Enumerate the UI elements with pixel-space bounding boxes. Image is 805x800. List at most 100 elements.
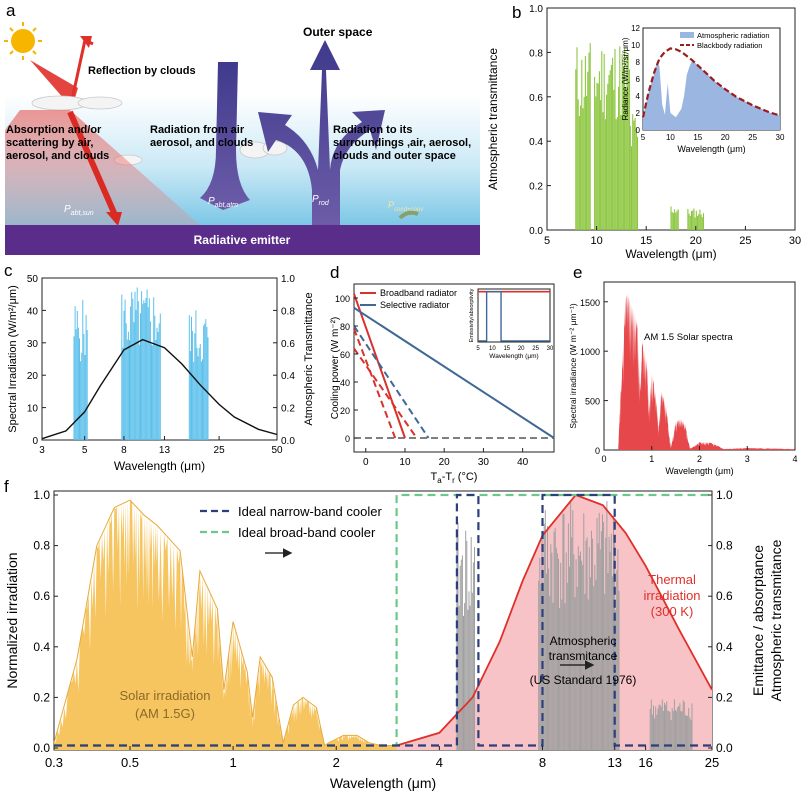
chart-b-xtick-label: 5 [544,235,550,247]
chart-f-atm-label-3: (US Standard 1976) [530,673,637,687]
chart-b-ytick-label: 1.0 [529,4,543,15]
chart-f-ytick-label: 0.6 [33,589,50,603]
chart-f-thermal-label-2: irradiation [643,588,700,603]
chart-f-ytick-label: 0.4 [33,640,50,654]
chart-f-xtick-label: 13 [607,755,621,770]
radiation-to-line-2: surroundings ,air, aerosol, [333,137,471,149]
chart-f-xtick-label: 25 [705,755,719,770]
chart-f-xtick-label: 0.3 [45,755,63,770]
chart-e: e 0 1 2 3 4 0 500 1000 1500 Wavelength (μm) Spectra… [568,263,798,476]
radiative-emitter-bar [5,225,480,255]
chart-b-inset-xtick-label: 30 [776,133,785,142]
p-cond-label: Pcond+conv [388,200,424,213]
chart-b-inset-legend-bb: Blackbody radiation [697,41,762,50]
outer-space-label: Outer space [303,25,373,39]
chart-b-inset-xtick-label: 10 [666,133,675,142]
chart-c-xtick-label: 5 [82,445,88,456]
chart-b-xtick-label: 30 [789,235,801,247]
p-atm-label: Pabt,atm [208,196,238,209]
chart-d-ytick-label: 80 [340,322,350,332]
chart-d-xtick-label: 20 [439,457,451,468]
chart-b-inset-ytick-label: 0 [636,126,641,135]
chart-f-ylabel2b: Atmospheric transmitance [768,539,784,701]
chart-d-inset-ylabel: Emissivity/absorptivity [469,288,475,342]
chart-d-ytick-label: 100 [335,294,350,304]
chart-f-thermal-label-1: Thermal [648,572,696,587]
chart-c-ylabel: Spectral Irradiation (W/m²/μm) [7,285,19,433]
p-rod-arrow [258,40,385,225]
chart-e-ylabel: Spectral irradiance (W m⁻² μm⁻¹) [568,303,578,428]
chart-b-inset-blackbody-line [641,47,781,118]
chart-f-atm-label-2: transmitance [549,649,618,663]
chart-d-xlabel-part: r [452,476,455,485]
chart-f-xtick-label: 4 [436,755,443,770]
chart-b-inset-ytick-label: 2 [636,109,641,118]
chart-b-inset-xtick-label: 5 [641,133,646,142]
p-sun-arrow [67,110,118,217]
chart-f-solar-area [54,500,397,750]
chart-e-xtick-label: 0 [601,454,606,464]
chart-d-xtick-label: 40 [517,457,529,468]
chart-d-ytick-label: 0 [345,434,350,444]
chart-e-xtick-label: 2 [697,454,702,464]
chart-f-atm-label-1: Atmospheric [550,634,617,648]
chart-c-xtick-label: 13 [159,445,171,456]
chart-f-legend-broad: Ideal broad-band cooler [238,525,376,540]
chart-f-legend-narrow: Ideal narrow-band cooler [238,504,382,519]
panel-c-letter: c [4,261,13,280]
chart-f: f0.3 0.5 1 2 4 8 13 16 250.00.20.40.60.81.00.00.… [4,477,784,791]
chart-b-xtick-label: 15 [640,235,652,247]
chart-f-right-ytick-label: 0.0 [716,741,733,755]
chart-e-xtick-label: 3 [745,454,750,464]
chart-d-inset-xtick-label: 25 [532,346,539,352]
chart-d-xlabel: Ta-Tr (°C) [431,471,478,485]
chart-d-line-3 [353,325,430,439]
radiation-to-line-1: Radiation to its [333,124,412,136]
chart-d-inset-xtick-label: 5 [476,346,480,352]
chart-d-inset-xtick-label: 20 [518,346,525,352]
chart-b-inset-legend-swatch-atm [680,32,694,38]
chart-d-inset-xtick-label: 10 [489,346,496,352]
chart-d-inset-xlabel: Wavelength (μm) [489,353,538,360]
chart-d-legend-sel: Selective radiator [380,300,450,310]
chart-c-xtick-label: 8 [121,445,127,456]
chart-d-line-1 [353,328,397,439]
chart-d-ytick-label: 20 [340,406,350,416]
conduction-icon [398,210,419,220]
chart-c-right-ytick-label: 0.8 [281,306,295,317]
chart-d-inset-xtick-label: 15 [503,346,510,352]
chart-d-inset-xtick-label: 30 [547,346,554,352]
chart-b-xtick-label: 25 [739,235,751,247]
chart-f-ytick-label: 0.8 [33,539,50,553]
chart-d-inset-axes [477,288,551,343]
chart-d-inset-selective-line [478,290,550,342]
chart-d-xtick-label: 30 [478,457,490,468]
chart-f-ylabel: Normalized irradiation [4,552,20,688]
chart-f-thermal-line [396,493,713,747]
chart-f-xtick-label: 1 [230,755,237,770]
chart-f-xlabel: Wavelength (μm) [330,775,436,791]
chart-c-ylabel2: Atmospheric Transmittance [303,292,315,425]
atm-radiation-arrow [200,62,250,210]
chart-f-solar-line [53,499,397,747]
chart-d-xlabel-part: (°C) [455,471,478,483]
sun-icon [4,22,42,60]
chart-b-ytick-label: 0.6 [529,93,543,104]
chart-b-inset-xlabel: Wavelength (μm) [677,144,745,154]
chart-b-ytick-label: 0.2 [529,182,543,193]
chart-e-solar-area [618,291,795,450]
chart-f-solar-label-1: Solar irradiation [119,688,210,703]
chart-c-ytick-label: 40 [27,306,39,317]
chart-b-inset-xtick-label: 15 [693,133,702,142]
chart-b-inset-ytick-label: 10 [631,41,640,50]
chart-d-xtick-label: 0 [363,457,369,468]
chart-d-xtick-label: 10 [399,457,411,468]
chart-f-ytick-label: 0.0 [33,741,50,755]
chart-f-solar-label-2: (AM 1.5G) [135,706,195,721]
chart-c-ytick-label: 50 [27,274,39,285]
chart-d-axes [353,283,555,453]
chart-f-right-ytick-label: 1.0 [716,488,733,502]
radiation-air-line-1: Radiation from air [150,124,245,136]
chart-e-ytick-label: 500 [585,397,600,407]
